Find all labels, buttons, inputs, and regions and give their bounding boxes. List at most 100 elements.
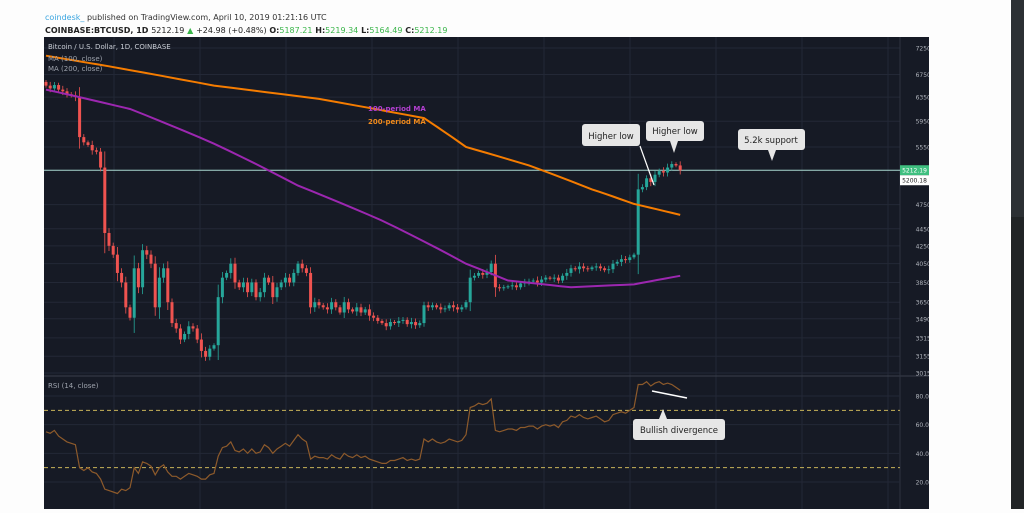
candle-body — [304, 268, 308, 273]
candle-body — [405, 319, 409, 325]
ma200-line — [45, 54, 681, 216]
price-tick-label: 3155.00 — [916, 354, 929, 361]
close-value: 5212.19 — [414, 26, 448, 35]
price-tick-label: 5950.00 — [916, 119, 929, 126]
candle-body — [166, 268, 170, 303]
candle-body — [674, 164, 678, 166]
candle-body — [598, 266, 602, 269]
candle-body — [220, 277, 224, 298]
candle-body — [279, 282, 283, 288]
candle-body — [44, 81, 48, 86]
ohlc-bar: COINBASE:BTCUSD, 1D 5212.19 ▲ +24.98 (+0… — [45, 26, 447, 35]
legend-title: Bitcoin / U.S. Dollar, 1D, COINBASE — [48, 43, 171, 51]
candle-body — [292, 272, 296, 283]
candle-body — [61, 89, 65, 92]
candle-body — [262, 277, 266, 293]
last-price-label-box — [900, 165, 929, 176]
side-panel-top — [1011, 0, 1024, 217]
chart-svg[interactable]: 7250.00 6750.00 6350.00 5950.00 5550.00 4750.… — [44, 37, 941, 509]
higher-low-label-1: Higher low — [588, 132, 634, 142]
candle-body — [94, 150, 98, 152]
candle-body — [82, 137, 86, 143]
legend-ma200: MA (200, close) — [48, 65, 103, 73]
candle-body — [128, 307, 132, 318]
candle-body — [540, 279, 544, 283]
candle-body — [577, 266, 581, 270]
last-price: 5212.19 — [151, 26, 185, 35]
candle-body — [535, 280, 539, 283]
candle-body — [170, 302, 174, 324]
callout-divergence: Bullish divergence — [633, 390, 725, 440]
candle-body — [657, 171, 661, 175]
rsi-tick-label: 40.0000 — [916, 451, 929, 458]
candle-body — [195, 328, 199, 340]
candle-body — [288, 277, 292, 283]
callout-support: 5.2k support — [738, 129, 805, 161]
higher-low-label-2: Higher low — [652, 127, 698, 137]
candle-body — [52, 85, 56, 89]
candle-body — [204, 350, 208, 357]
candle-body — [216, 297, 220, 346]
candle-body — [258, 292, 262, 298]
candle-body — [401, 319, 405, 321]
candle-body — [548, 277, 552, 279]
candle-body — [174, 323, 178, 329]
price-tick-label: 3490.00 — [916, 316, 929, 323]
close-label: C: — [405, 26, 415, 35]
candle-body — [78, 97, 82, 138]
price-tick-label: 4050.00 — [916, 261, 929, 268]
candle-body — [460, 307, 464, 310]
candle-body — [229, 263, 233, 273]
candle-body — [380, 320, 384, 324]
candle-body — [422, 305, 426, 324]
candle-body — [57, 85, 61, 90]
candle-body — [636, 189, 640, 255]
candle-body — [586, 268, 590, 270]
candle-body — [246, 282, 250, 293]
change: +24.98 (+0.48%) — [196, 26, 267, 35]
candle-body — [384, 323, 388, 327]
high-label: H: — [315, 26, 326, 35]
price-tick-label: 6350.00 — [916, 95, 929, 102]
candle-body — [556, 277, 560, 281]
candle-body — [355, 307, 359, 312]
candle-body — [300, 263, 304, 269]
candle-body — [510, 285, 514, 287]
candle-body — [178, 328, 182, 340]
candle-body — [212, 345, 216, 349]
candle-body — [90, 144, 94, 151]
price-tick-label: 4250.00 — [916, 243, 929, 250]
author-link[interactable]: coindesk_ — [45, 13, 85, 22]
candle-body — [187, 326, 191, 334]
candle-body — [120, 272, 124, 283]
candle-body — [183, 333, 187, 340]
candle-body — [632, 254, 636, 258]
candle-body — [208, 348, 212, 357]
candle-body — [250, 282, 254, 293]
candle-body — [191, 326, 195, 329]
candle-body — [271, 282, 275, 298]
candle-body — [426, 305, 430, 308]
candle-body — [439, 307, 443, 310]
last-price-label: 5212.19 — [902, 168, 927, 175]
candle-body — [103, 167, 107, 233]
candle-body — [309, 272, 313, 308]
candle-body — [393, 322, 397, 324]
candle-body — [615, 261, 619, 264]
publish-text: published on TradingView.com, April 10, … — [86, 13, 327, 22]
publish-info: coindesk_ published on TradingView.com, … — [45, 13, 327, 22]
candle-body — [628, 257, 632, 261]
candle-body — [456, 307, 460, 310]
candle-body — [678, 165, 682, 171]
candle-body — [149, 254, 153, 264]
chart-panel[interactable]: 7250.00 6750.00 6350.00 5950.00 5550.00 4750.… — [44, 37, 941, 509]
candle-body — [640, 187, 644, 190]
candle-body — [372, 315, 376, 318]
candle-body — [346, 302, 350, 310]
candle-body — [519, 283, 523, 288]
rsi-tick-label: 80.0000 — [916, 394, 929, 401]
ma100-line — [45, 88, 681, 289]
rsi-line — [45, 380, 681, 495]
candle-body — [451, 305, 455, 308]
candle-body — [447, 305, 451, 309]
